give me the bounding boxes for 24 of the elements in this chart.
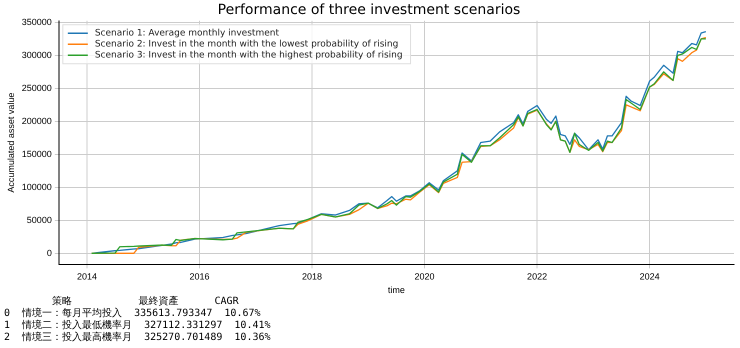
x-axis-title: time	[388, 285, 405, 296]
y-tick-label: 150000	[22, 148, 52, 159]
y-axis-title: Accumulated asset value	[6, 92, 16, 193]
x-tick-label: 2024	[640, 271, 660, 282]
y-tick-label: 300000	[22, 50, 52, 60]
y-tick-label: 0	[46, 248, 52, 258]
x-tick-label: 2020	[414, 271, 435, 282]
y-tick-label: 350000	[22, 16, 52, 27]
text: 1 情境二：投入最低機率月 327112.331297 10.41%	[4, 320, 271, 331]
x-tick-label: 2016	[189, 271, 210, 282]
y-tick-label: 200000	[22, 116, 52, 126]
legend-label: Scenario 2: Invest in the month with the lowest probability of rising	[94, 40, 398, 50]
legend-label: Scenario 1: Average monthly investment	[94, 28, 280, 39]
text: 0 情境一：每月平均投入 335613.793347 10.67%	[4, 308, 261, 319]
text: 策略 最終資產 CAGR	[52, 296, 239, 307]
x-tick-label: 2022	[527, 271, 548, 282]
text: 2 情境三：投入最高機率月 325270.701489 10.36%	[4, 332, 271, 343]
y-tick-label: 250000	[22, 82, 52, 93]
legend-label: Scenario 3: Invest in the month with the highest probability of rising	[94, 50, 403, 61]
x-tick-label: 2018	[302, 271, 322, 282]
x-tick-label: 2014	[76, 271, 97, 282]
y-tick-label: 50000	[26, 214, 52, 225]
chart-title: Performance of three investment scenarios	[218, 2, 520, 18]
y-tick-label: 100000	[22, 182, 52, 192]
